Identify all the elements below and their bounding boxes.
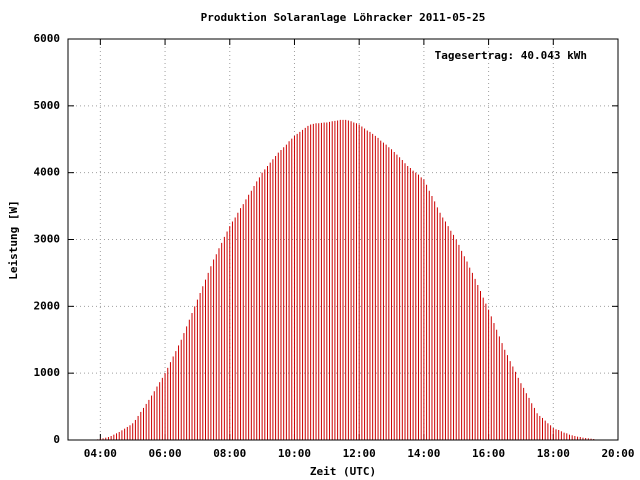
x-tick-label: 14:00 [407, 447, 440, 460]
plot-frame [67, 38, 619, 441]
y-tick-label: 1000 [34, 366, 61, 379]
annotation: Tagesertrag: 40.043 kWh [435, 49, 587, 62]
x-axis-label: Zeit (UTC) [310, 465, 376, 478]
x-tick-label: 16:00 [472, 447, 505, 460]
x-tick-label: 08:00 [213, 447, 246, 460]
y-tick-label: 0 [53, 433, 60, 446]
chart-title: Produktion Solaranlage Löhracker 2011-05… [201, 11, 486, 24]
x-tick-label: 06:00 [148, 447, 181, 460]
x-tick-label: 10:00 [278, 447, 311, 460]
y-tick-label: 4000 [34, 166, 61, 179]
y-tick-label: 3000 [34, 233, 61, 246]
x-tick-label: 18:00 [537, 447, 570, 460]
x-tick-label: 20:00 [601, 447, 634, 460]
y-tick-label: 2000 [34, 299, 61, 312]
x-tick-label: 12:00 [343, 447, 376, 460]
y-tick-label: 6000 [34, 32, 61, 45]
y-axis-label: Leistung [W] [7, 200, 20, 279]
y-tick-label: 5000 [34, 99, 61, 112]
x-tick-label: 04:00 [84, 447, 117, 460]
